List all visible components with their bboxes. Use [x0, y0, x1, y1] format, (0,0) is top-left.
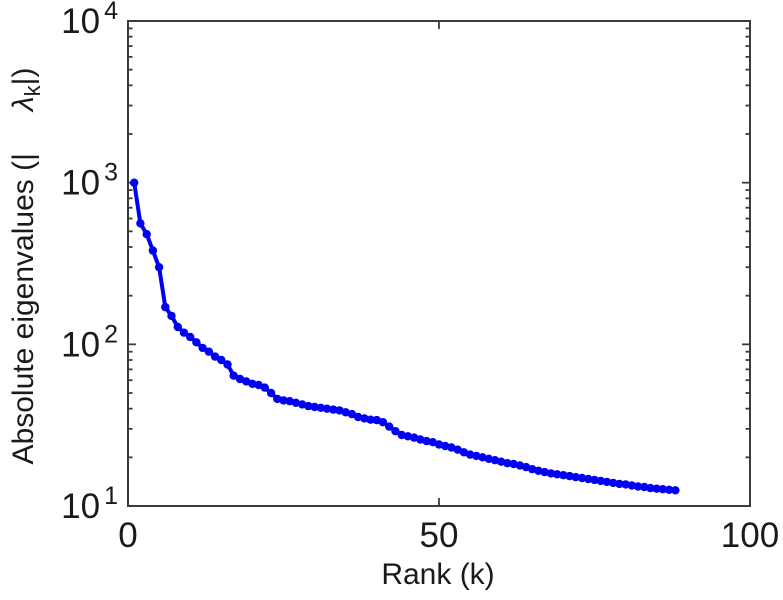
- data-point: [565, 471, 574, 481]
- data-point: [186, 332, 195, 342]
- x-tick-label: 0: [118, 516, 137, 555]
- data-point: [223, 360, 232, 369]
- data-point: [627, 481, 636, 490]
- data-point: [229, 371, 238, 380]
- data-point: [652, 484, 661, 493]
- data-point: [658, 485, 668, 494]
- data-point: [602, 477, 612, 487]
- data-point: [447, 443, 456, 452]
- data-point: [148, 246, 158, 255]
- y-tick-label: 10 4: [61, 0, 118, 41]
- data-point: [540, 467, 549, 477]
- data-point: [210, 352, 220, 361]
- data-point: [503, 459, 512, 468]
- y-tick-label: 10 2: [61, 320, 118, 364]
- data-point: [633, 482, 643, 491]
- data-point: [671, 486, 680, 495]
- data-point: [316, 403, 325, 412]
- data-point: [366, 415, 375, 424]
- data-point: [192, 338, 201, 347]
- lambda-symbol: λ: [7, 96, 40, 112]
- data-point: [391, 427, 400, 436]
- data-point: [478, 453, 487, 462]
- data-point: [385, 422, 394, 431]
- data-point: [553, 470, 562, 479]
- data-point: [304, 401, 313, 411]
- data-point: [279, 396, 288, 405]
- data-point: [179, 328, 189, 337]
- data-point: [546, 469, 556, 478]
- x-tick-label: 50: [420, 516, 459, 555]
- data-point: [217, 355, 226, 365]
- data-point: [664, 485, 674, 494]
- data-point: [422, 436, 431, 446]
- data-point: [260, 383, 269, 392]
- data-point: [204, 347, 214, 356]
- data-line: [132, 180, 678, 493]
- data-point: [615, 479, 624, 489]
- data-point: [130, 178, 139, 187]
- data-point: [322, 404, 332, 413]
- data-point: [571, 472, 580, 482]
- data-point: [559, 471, 568, 480]
- data-point: [266, 388, 276, 398]
- data-point: [509, 459, 518, 469]
- data-point: [173, 322, 182, 332]
- y-tick-label: 10 1: [61, 482, 118, 526]
- data-point: [577, 473, 587, 483]
- x-axis-label: Rank (k): [381, 558, 494, 592]
- data-point: [291, 398, 301, 407]
- data-point: [590, 475, 599, 485]
- ylabel-suffix: |): [7, 67, 40, 86]
- data-point: [640, 482, 649, 492]
- y-axis-label: Absolute eigenvalues (| λk|): [7, 67, 45, 465]
- data-point: [161, 302, 170, 312]
- data-point: [154, 263, 164, 272]
- data-point: [198, 343, 207, 353]
- data-point: [329, 405, 338, 414]
- data-point: [167, 311, 176, 321]
- data-point: [142, 230, 151, 239]
- data-point: [378, 418, 388, 427]
- plot-box: [127, 20, 751, 507]
- data-point: [136, 219, 145, 228]
- data-point: [584, 474, 593, 484]
- data-point: [310, 402, 319, 412]
- data-point: [646, 483, 655, 493]
- data-point: [621, 480, 630, 489]
- data-point: [609, 478, 618, 488]
- data-point: [353, 412, 363, 422]
- x-axis-label-text: Rank (k): [381, 558, 495, 591]
- y-tick-label: 10 3: [61, 159, 118, 203]
- x-tick-label: 100: [721, 516, 779, 555]
- lambda-subscript: k: [20, 85, 45, 97]
- data-point: [416, 435, 425, 444]
- ylabel-prefix: Absolute eigenvalues (|: [7, 153, 40, 465]
- data-point: [596, 476, 605, 486]
